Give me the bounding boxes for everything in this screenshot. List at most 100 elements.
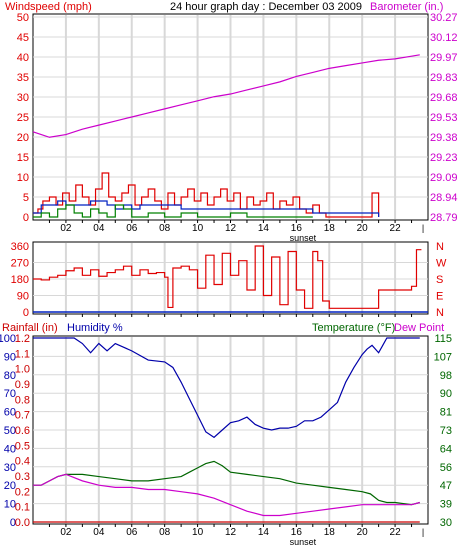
windspeed-tick-label: 15	[17, 152, 29, 164]
direction-tick-label: 180	[11, 274, 29, 286]
direction-tick-label: 270	[11, 258, 29, 270]
barometer-tick-label: 29.97	[430, 52, 458, 64]
direction-tick-label: 0	[23, 307, 29, 319]
windspeed-tick-label: 0	[23, 212, 29, 224]
temperature-tick-label: 64	[440, 443, 452, 455]
x-tick-label: 08	[159, 527, 171, 538]
x-tick-label: 14	[258, 527, 270, 538]
humidity-tick-label: 50	[4, 425, 16, 437]
x-tick-label: |	[422, 223, 424, 233]
x-tick-label: 20	[357, 527, 369, 538]
rainfall-tick-label: 0.3	[15, 471, 30, 483]
windspeed-tick-label: 5	[23, 192, 29, 204]
windspeed-tick-label: 25	[17, 112, 29, 124]
barometer-tick-label: 28.94	[430, 192, 458, 204]
windspeed-tick-label: 30	[17, 92, 29, 104]
barometer-tick-label: 28.79	[430, 212, 458, 224]
rainfall-tick-label: 1.0	[15, 364, 30, 376]
rainfall-tick-label: 0.2	[15, 486, 30, 498]
rainfall-tick-label: 1.2	[15, 333, 30, 345]
windspeed-tick-label: 50	[17, 12, 29, 24]
compass-tick-label: N	[436, 241, 444, 253]
barometer-axis-title: Barometer (in.)	[370, 1, 443, 13]
x-tick-label: 04	[93, 527, 105, 538]
humidity-tick-label: 0	[10, 517, 16, 529]
windspeed-tick-label: 20	[17, 132, 29, 144]
x-tick-label: 22	[390, 527, 402, 538]
windspeed-tick-label: 40	[17, 52, 29, 64]
humidity-line	[33, 337, 420, 439]
x-tick-label: 06	[126, 223, 138, 234]
rainfall-tick-label: 0.9	[15, 379, 30, 391]
barometer-tick-label: 29.38	[430, 132, 458, 144]
temperature-line	[33, 460, 420, 506]
dew-point-line	[33, 473, 420, 517]
windspeed-tick-label: 10	[17, 172, 29, 184]
rainfall-tick-label: 0.7	[15, 410, 30, 422]
compass-tick-label: W	[436, 258, 447, 270]
humidity-tick-label: 100	[0, 333, 16, 345]
x-tick-label: 18	[324, 527, 336, 538]
x-tick-label: 02	[60, 223, 72, 234]
windspeed-tick-label: 35	[17, 72, 29, 84]
x-tick-label: 12	[225, 223, 237, 234]
x-tick-label: 22	[390, 223, 402, 234]
rainfall-tick-label: 0.8	[15, 394, 30, 406]
rainfall-tick-label: 0.4	[15, 456, 30, 468]
temperature-axis-title: Temperature (°F)	[312, 322, 395, 334]
rainfall-tick-label: 0.6	[15, 425, 30, 437]
x-tick-label: 18	[324, 223, 336, 234]
windspeed-tick-label: 45	[17, 32, 29, 44]
x-tick-label: 06	[126, 527, 138, 538]
compass-tick-label: N	[436, 307, 444, 319]
x-tick-label: 02	[60, 527, 72, 538]
windspeed-line	[33, 172, 380, 218]
barometer-line	[32, 54, 420, 138]
dew-point-axis-title: Dew Point	[394, 322, 444, 334]
barometer-tick-label: 29.53	[430, 112, 458, 124]
temperature-tick-label: 73	[440, 425, 452, 437]
x-tick-label: 10	[192, 527, 204, 538]
direction-tick-label: 90	[17, 291, 29, 303]
compass-tick-label: S	[436, 274, 443, 286]
windspeed-axis-title: Windspeed (mph)	[5, 1, 92, 13]
sunset-label: sunset	[290, 233, 317, 243]
barometer-tick-label: 29.23	[430, 152, 458, 164]
wind-low-line	[33, 204, 313, 218]
rainfall-tick-label: 0.0	[15, 517, 30, 529]
humidity-tick-label: 10	[4, 499, 16, 511]
temperature-tick-label: 30	[440, 517, 452, 529]
direction-tick-label: 360	[11, 241, 29, 253]
x-tick-label: 16	[291, 527, 303, 538]
temperature-tick-label: 56	[440, 462, 452, 474]
humidity-tick-label: 40	[4, 443, 16, 455]
x-tick-label: 10	[192, 223, 204, 234]
grid-layer	[33, 15, 428, 527]
x-tick-label: 08	[159, 223, 171, 234]
humidity-tick-label: 90	[4, 351, 16, 363]
rainfall-tick-label: 0.1	[15, 502, 30, 514]
barometer-tick-label: 30.12	[430, 32, 458, 44]
humidity-tick-label: 60	[4, 407, 16, 419]
sunset-label: sunset	[290, 537, 317, 547]
x-tick-label: |	[422, 527, 424, 537]
rainfall-tick-label: 1.1	[15, 348, 30, 360]
compass-tick-label: E	[436, 291, 443, 303]
temperature-tick-label: 39	[440, 499, 452, 511]
x-tick-label: 14	[258, 223, 270, 234]
humidity-axis-title: Humidity %	[67, 322, 123, 334]
barometer-tick-label: 29.83	[430, 72, 458, 84]
barometer-tick-label: 29.09	[430, 172, 458, 184]
rainfall-tick-label: 0.5	[15, 440, 30, 452]
temperature-tick-label: 107	[434, 351, 452, 363]
chart-title: 24 hour graph day : December 03 2009	[170, 1, 362, 13]
temperature-tick-label: 98	[440, 370, 452, 382]
temperature-tick-label: 47	[440, 480, 452, 492]
temperature-tick-label: 90	[440, 388, 452, 400]
wind-direction-line	[33, 245, 422, 309]
barometer-tick-label: 29.68	[430, 92, 458, 104]
x-tick-label: 20	[357, 223, 369, 234]
rainfall-axis-title: Rainfall (in)	[2, 322, 58, 334]
